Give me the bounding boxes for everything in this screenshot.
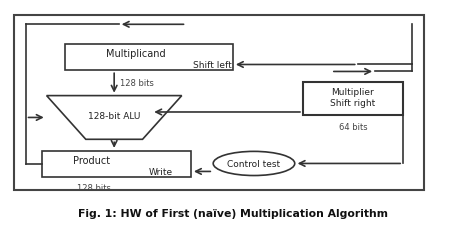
Text: Multiplier
Shift right: Multiplier Shift right <box>330 88 376 107</box>
Text: 128-bit ALU: 128-bit ALU <box>88 111 140 120</box>
Bar <box>14 16 424 190</box>
Ellipse shape <box>213 152 295 176</box>
Text: Control test: Control test <box>227 159 281 168</box>
Text: Shift left: Shift left <box>193 61 232 70</box>
Text: Multiplicand: Multiplicand <box>106 49 165 59</box>
Bar <box>303 82 403 116</box>
Bar <box>42 151 191 177</box>
Text: Product: Product <box>73 155 110 165</box>
Text: Write: Write <box>149 167 173 176</box>
Bar <box>65 45 233 71</box>
Text: 128 bits: 128 bits <box>77 183 111 192</box>
Text: 64 bits: 64 bits <box>339 123 367 132</box>
Polygon shape <box>47 96 182 140</box>
Text: 128 bits: 128 bits <box>120 79 153 88</box>
Text: Fig. 1: HW of First (naïve) Multiplication Algorithm: Fig. 1: HW of First (naïve) Multiplicati… <box>78 208 388 218</box>
